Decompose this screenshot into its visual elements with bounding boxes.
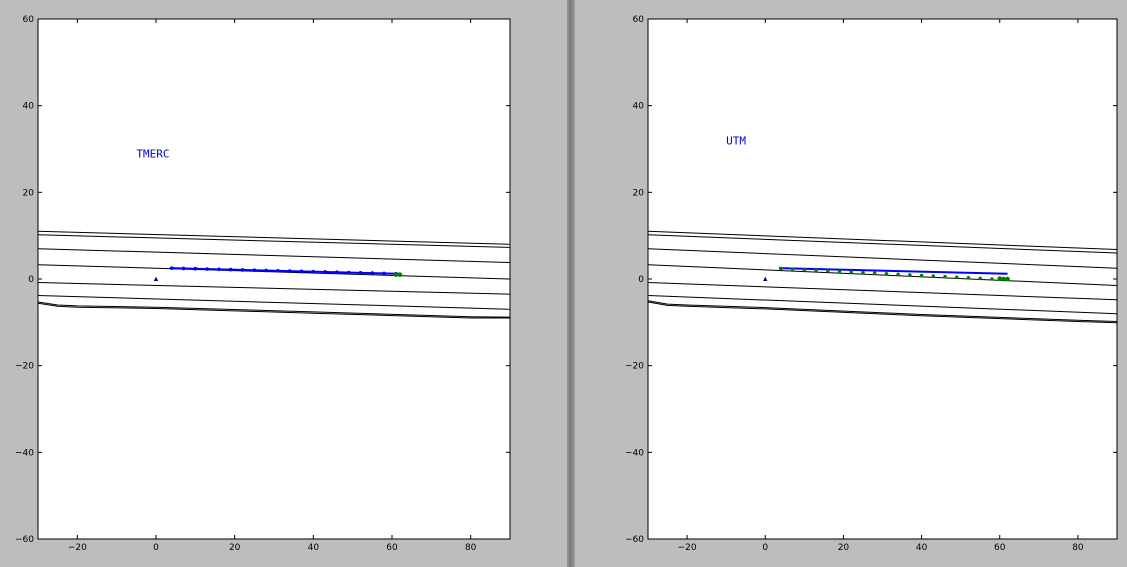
y-tick-label: 20 [633, 188, 645, 198]
track-point [814, 268, 818, 273]
y-tick-label: 0 [28, 275, 34, 285]
contour-line-2 [37, 234, 511, 248]
contour-line-8 [647, 301, 1118, 324]
track-point [193, 266, 198, 271]
tmerc-plot: TMERC −20 0 20 40 60 80 −60 −40 −20 0 20 40 60 [15, 15, 511, 553]
contour-line-6 [37, 295, 511, 310]
x-tick-label: 0 [153, 543, 159, 553]
projection-label: UTM [726, 135, 746, 148]
x-tick-label: 20 [229, 543, 241, 553]
y-tick-label: −60 [625, 535, 644, 545]
track-point [990, 277, 994, 281]
y-tick-label: −20 [15, 362, 34, 372]
green-point [393, 272, 399, 277]
contour-line-5 [37, 282, 511, 295]
track-point [370, 271, 375, 275]
track-point [252, 268, 257, 273]
track-point [276, 268, 280, 273]
y-tick-label: −60 [15, 535, 34, 545]
x-tick-label: 40 [916, 543, 928, 553]
track-point [311, 269, 316, 274]
track-point [346, 270, 351, 275]
green-point [1005, 276, 1010, 282]
track-point [169, 266, 174, 270]
green-point [397, 272, 403, 277]
y-tick-label: −40 [625, 448, 644, 458]
track-point [181, 266, 186, 271]
origin-marker [763, 276, 768, 281]
y-tick-label: 20 [23, 188, 35, 198]
left-figure-window: TMERC −20 0 20 40 60 80 −60 −40 −20 0 20 40 60 [15, 15, 511, 553]
track-point [884, 272, 889, 276]
track-point [228, 267, 233, 272]
track-point [323, 270, 327, 274]
x-tick-label: 40 [308, 543, 320, 553]
green-point [997, 276, 1003, 281]
track-point [908, 273, 912, 277]
x-tick-label: −20 [68, 543, 87, 553]
plot-area [648, 19, 1117, 539]
x-tick-label: 80 [1072, 543, 1084, 553]
contour-line-7 [647, 300, 1118, 322]
track-point [896, 272, 900, 277]
track-point [849, 270, 854, 274]
track-point [299, 269, 304, 274]
track-point [919, 273, 924, 278]
plot-frame [647, 18, 1118, 540]
track-point [861, 270, 865, 275]
utm-plot: UTM −20 0 20 40 60 80 −60 −40 −20 0 20 40 60 [625, 15, 1118, 553]
plot-area [38, 19, 510, 539]
track-point [966, 276, 971, 280]
window-divider [567, 0, 575, 567]
track-point [287, 269, 292, 273]
contour-line-3 [37, 248, 511, 263]
y-tick-label: −40 [15, 448, 34, 458]
contour-line-2 [647, 234, 1118, 254]
track-point [217, 267, 221, 272]
y-tick-label: −20 [625, 362, 644, 372]
track-point [825, 269, 830, 273]
plot-frame [37, 18, 511, 540]
right-figure-window: UTM −20 0 20 40 60 80 −60 −40 −20 0 20 40 60 [575, 0, 1127, 567]
green-point [1001, 276, 1006, 282]
contour-line-7 [37, 301, 511, 318]
contour-line-1 [37, 230, 511, 245]
track-point [335, 270, 339, 274]
x-tick-label: 0 [762, 543, 768, 553]
y-tick-label: 40 [633, 102, 645, 112]
contour-line-6 [647, 295, 1118, 315]
track-point [240, 268, 245, 272]
track-point [872, 271, 877, 276]
track-point [978, 276, 983, 281]
contour-line-5 [647, 282, 1118, 301]
track-point [931, 274, 936, 278]
contour-line-4 [647, 264, 1118, 286]
contour-line-4 [37, 264, 511, 280]
x-tick-label: −20 [678, 543, 697, 553]
y-tick-label: 60 [633, 15, 645, 25]
track-point [264, 268, 268, 273]
y-tick-label: 40 [23, 102, 35, 112]
contour-line-1 [647, 230, 1118, 250]
origin-marker [153, 276, 159, 281]
x-tick-label: 80 [465, 543, 477, 553]
track-point [802, 267, 807, 272]
x-tick-label: 60 [386, 543, 398, 553]
contour-line-8 [37, 302, 510, 319]
contour-line-3 [647, 248, 1118, 269]
x-tick-label: 20 [838, 543, 850, 553]
track-point [954, 275, 959, 280]
track-point [382, 271, 386, 276]
x-tick-label: 60 [994, 543, 1006, 553]
track-point [943, 274, 947, 279]
y-tick-label: 0 [638, 275, 644, 285]
track-point [837, 269, 842, 274]
track-point [358, 271, 363, 275]
track-point [205, 267, 209, 271]
y-tick-label: 60 [23, 15, 35, 25]
track-point [790, 267, 795, 271]
track-point [779, 266, 783, 271]
projection-label: TMERC [136, 148, 169, 161]
